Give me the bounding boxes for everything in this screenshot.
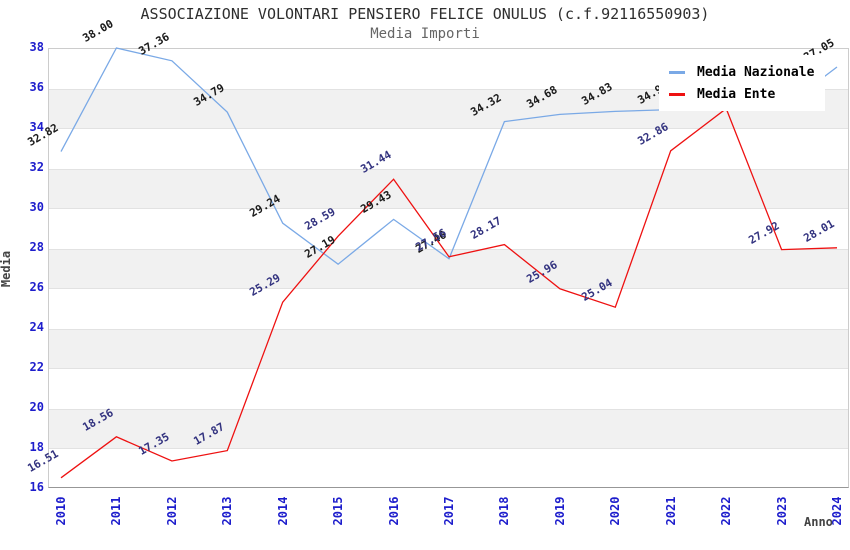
x-tick-label: 2012 <box>164 496 179 526</box>
x-tick-label: 2015 <box>331 496 346 526</box>
x-tick-label: 2011 <box>109 496 124 526</box>
x-tick-label: 2024 <box>830 496 845 526</box>
y-tick-label: 20 <box>29 400 44 414</box>
chart-subtitle: Media Importi <box>370 26 480 42</box>
x-tick-label: 2020 <box>608 496 623 526</box>
x-tick-label: 2018 <box>497 496 512 526</box>
y-tick-label: 36 <box>29 80 44 94</box>
grid-band <box>49 409 848 449</box>
x-tick-label: 2021 <box>663 496 678 526</box>
x-tick-label: 2013 <box>220 496 235 526</box>
y-tick-label: 34 <box>29 120 44 134</box>
y-tick-label: 24 <box>29 320 44 334</box>
y-tick-label: 16 <box>29 480 44 494</box>
legend: Media Nazionale Media Ente <box>659 55 825 111</box>
x-tick-label: 2022 <box>719 496 734 526</box>
legend-line-swatch <box>669 92 685 96</box>
legend-line-swatch <box>669 70 685 74</box>
legend-item: Media Ente <box>669 83 821 105</box>
legend-item: Media Nazionale <box>669 61 821 83</box>
y-tick-label: 26 <box>29 280 44 294</box>
grid-band <box>49 249 848 289</box>
y-tick-label: 22 <box>29 360 44 374</box>
legend-item-label: Media Ente <box>697 86 776 102</box>
y-tick-label: 32 <box>29 160 44 174</box>
legend-item-label: Media Nazionale <box>697 64 815 80</box>
x-tick-label: 2017 <box>442 496 456 526</box>
chart-title: ASSOCIAZIONE VOLONTARI PENSIERO FELICE O… <box>140 5 710 23</box>
grid-band <box>49 169 848 209</box>
y-tick-label: 28 <box>29 240 44 254</box>
y-tick-label: 30 <box>29 200 44 214</box>
x-tick-label: 2023 <box>774 496 789 526</box>
y-tick-label: 18 <box>29 440 44 454</box>
plot-area <box>48 48 849 488</box>
x-tick-label: 2016 <box>386 496 401 526</box>
grid-band <box>49 329 848 369</box>
x-tick-label: 2014 <box>275 496 290 526</box>
x-tick-label: 2019 <box>552 496 567 526</box>
x-axis-title: Anno <box>804 515 833 529</box>
y-tick-label: 38 <box>29 40 44 54</box>
x-tick-label: 2010 <box>54 496 68 526</box>
